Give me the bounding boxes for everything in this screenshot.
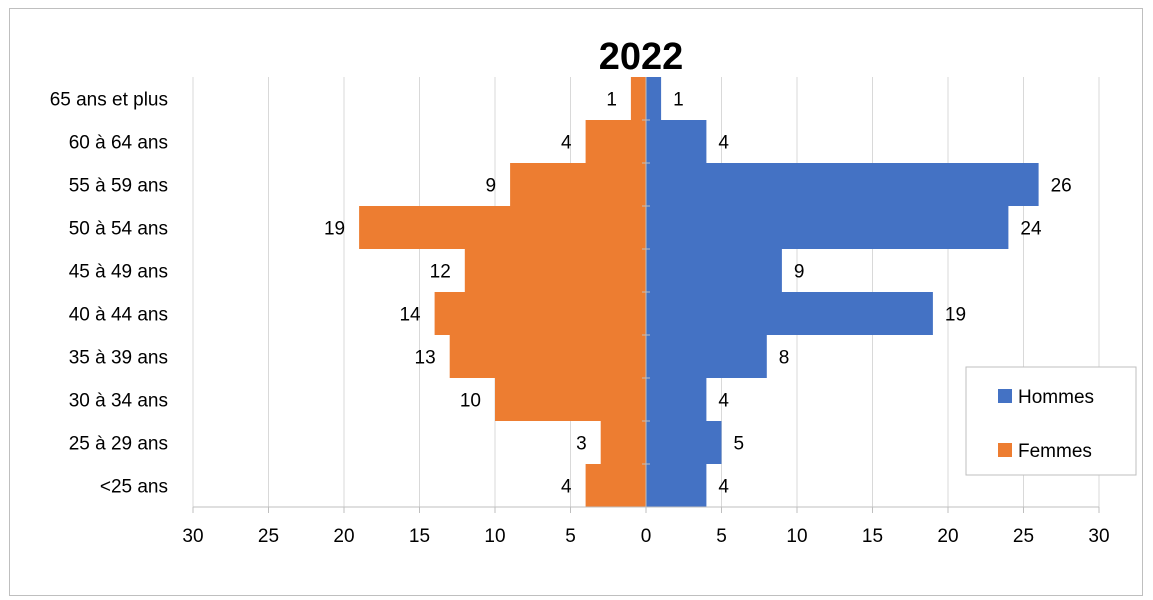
bar-femmes [449,335,646,378]
data-label-femmes: 13 [415,348,436,369]
x-tick-label: 20 [937,526,958,547]
data-label-femmes: 1 [606,90,617,111]
data-label-femmes: 4 [561,133,572,154]
bar-hommes [646,292,933,335]
category-label: 35 à 39 ans [69,348,168,369]
x-tick-label: 10 [786,526,807,547]
bar-femmes [510,163,646,206]
data-label-hommes: 4 [718,477,729,498]
category-label: 25 à 29 ans [69,434,168,455]
x-tick-label: 15 [862,526,883,547]
x-tick-label: 15 [409,526,430,547]
data-label-hommes: 24 [1020,219,1042,240]
bar-hommes [646,464,707,507]
data-label-hommes: 9 [794,262,805,283]
bar-hommes [646,378,707,421]
category-label: 60 à 64 ans [69,133,168,154]
legend-label: Femmes [1018,441,1092,462]
bar-hommes [646,335,767,378]
bar-femmes [630,77,646,120]
bar-femmes [585,464,646,507]
data-label-femmes: 12 [430,262,451,283]
legend-box [965,366,1137,476]
data-label-hommes: 4 [718,133,729,154]
data-label-femmes: 9 [486,176,497,197]
data-label-femmes: 14 [399,305,421,326]
x-tick-label: 25 [258,526,279,547]
x-tick-label: 0 [641,526,652,547]
data-label-hommes: 1 [673,90,684,111]
category-label: 30 à 34 ans [69,391,168,412]
data-label-hommes: 26 [1051,176,1072,197]
data-label-femmes: 4 [561,477,572,498]
data-label-hommes: 19 [945,305,966,326]
x-tick-label: 25 [1013,526,1034,547]
bar-femmes [600,421,646,464]
x-tick-label: 20 [333,526,354,547]
legend: Hommes Femmes [965,366,1137,476]
category-label: 65 ans et plus [50,90,168,111]
data-label-femmes: 10 [460,391,481,412]
bar-hommes [646,249,782,292]
data-label-femmes: 3 [576,434,587,455]
data-label-femmes: 19 [324,219,345,240]
bar-hommes [646,77,662,120]
chart-title: 2022 [599,36,684,78]
category-label: 45 à 49 ans [69,262,168,283]
x-tick-label: 5 [716,526,727,547]
bar-femmes [359,206,646,249]
bar-femmes [434,292,646,335]
legend-label: Hommes [1018,387,1094,408]
category-label: <25 ans [100,477,168,498]
bar-hommes [646,206,1009,249]
category-label: 40 à 44 ans [69,305,168,326]
x-tick-label: 5 [565,526,576,547]
legend-swatch [998,389,1012,403]
bar-hommes [646,421,722,464]
category-label: 50 à 54 ans [69,219,168,240]
bar-hommes [646,120,707,163]
x-tick-label: 10 [484,526,505,547]
x-tick-label: 30 [1088,526,1109,547]
bar-femmes [585,120,646,163]
data-label-hommes: 8 [779,348,790,369]
x-tick-label: 30 [182,526,203,547]
data-label-hommes: 5 [734,434,745,455]
data-label-hommes: 4 [718,391,729,412]
bar-femmes [464,249,646,292]
category-label: 55 à 59 ans [69,176,168,197]
bar-femmes [495,378,646,421]
legend-swatch [998,443,1012,457]
bar-hommes [646,163,1039,206]
